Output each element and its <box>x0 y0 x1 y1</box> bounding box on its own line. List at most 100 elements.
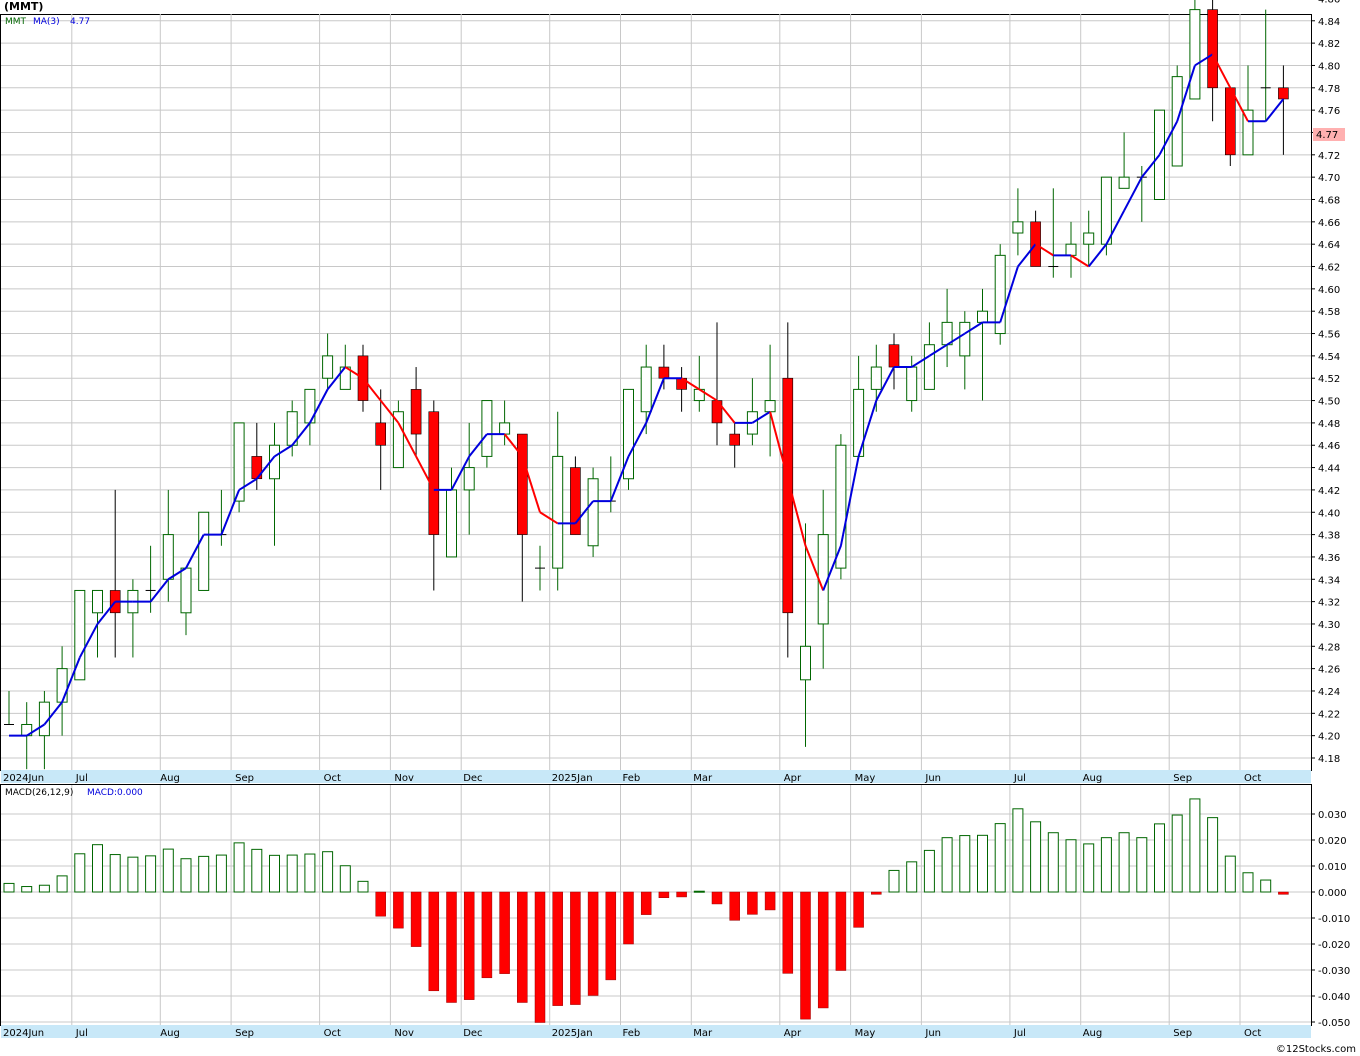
macd-x-tick-label: 2025Jan <box>552 1028 593 1039</box>
macd-bar-positive <box>1047 832 1059 893</box>
ma-segment <box>273 444 293 458</box>
ma-segment <box>609 456 630 502</box>
ma-segment <box>627 422 648 457</box>
ma-segment <box>875 366 895 402</box>
symbol-label: MMT <box>5 17 27 27</box>
macd-x-tick-label: Aug <box>1083 1028 1103 1039</box>
macd-panel-frame <box>0 784 1312 1026</box>
price-y-tick-label: 4.60 <box>1318 285 1340 296</box>
macd-x-axis: 2024Jun Jul Aug Sep Oct Nov Dec 2025Jan Feb Mar Ap… <box>3 1028 1261 1039</box>
macd-x-tick-label: Apr <box>784 1028 802 1039</box>
price-y-tick-label: 4.62 <box>1318 263 1340 274</box>
macd-bar-positive <box>1242 872 1254 893</box>
price-y-tick-label: 4.80 <box>1318 61 1340 72</box>
price-x-tick-label: May <box>855 773 876 784</box>
macd-bar-positive <box>38 884 50 893</box>
macd-panel: 2024Jun Jul Aug Sep Oct Nov Dec 2025Jan Feb Mar Ap… <box>0 784 1350 1039</box>
ma-segment <box>96 600 116 625</box>
macd-bar-negative <box>764 891 776 911</box>
macd-bar-positive <box>304 853 316 893</box>
macd-bar-positive <box>322 851 334 893</box>
price-x-tick-label: Aug <box>1083 773 1103 784</box>
price-x-tick-label: Feb <box>623 773 641 784</box>
ma-segment <box>574 500 594 525</box>
ma-segment <box>911 355 930 368</box>
macd-bar-positive <box>145 855 157 893</box>
ma-segment <box>61 657 81 703</box>
candle-body-down <box>1225 87 1236 156</box>
macd-value: MACD:0.000 <box>87 788 143 798</box>
candle-body-down <box>516 433 528 535</box>
candle-body-up <box>180 567 192 614</box>
macd-y-tick-label: 0.000 <box>1318 888 1347 899</box>
ma-segment <box>822 545 842 591</box>
candle-body-up <box>587 478 599 547</box>
ma-segment <box>1194 53 1214 67</box>
macd-bar-positive <box>1118 832 1130 893</box>
macd-y-tick-label: -0.010 <box>1318 914 1350 925</box>
ma-segment <box>857 400 878 457</box>
copyright-symbol: © <box>1275 1044 1286 1055</box>
ma-segment <box>415 455 435 491</box>
macd-y-tick-label: -0.020 <box>1318 940 1350 951</box>
macd-bar-positive <box>357 880 369 893</box>
macd-bar-negative <box>517 891 528 1003</box>
ma-segment <box>238 477 258 491</box>
candle-body-down <box>658 366 670 379</box>
ma-segment <box>1211 53 1232 89</box>
ma-segment <box>681 377 700 391</box>
ma-segment <box>539 511 559 525</box>
price-x-tick-label: Jun <box>924 773 941 784</box>
candle-body-up <box>1242 109 1254 156</box>
macd-bar-negative <box>534 891 546 1023</box>
macd-bar-positive <box>198 855 210 893</box>
price-y-tick-label: 4.26 <box>1318 665 1340 676</box>
candle-body-up <box>870 366 882 390</box>
chart-title: (MMT) <box>4 0 44 13</box>
ma-segment <box>645 377 665 424</box>
candle-body-up <box>322 355 334 379</box>
candle-body-up <box>74 589 86 681</box>
ma-segment <box>149 578 170 603</box>
candle-body-up <box>1189 9 1201 100</box>
price-y-tick-label: 4.42 <box>1318 486 1340 497</box>
macd-bar-positive <box>959 835 971 893</box>
price-y-tick-label: 4.20 <box>1318 732 1340 743</box>
macd-x-tick-label: Oct <box>324 1028 341 1039</box>
candle-body-up <box>233 422 245 502</box>
price-date-band <box>1 770 1311 783</box>
candle-body-down <box>428 411 440 535</box>
candle-body-up <box>640 366 652 413</box>
macd-bar-positive <box>923 849 935 893</box>
ma-segment <box>521 456 541 513</box>
macd-bar-positive <box>1012 808 1024 893</box>
candle-body-down <box>1207 9 1218 89</box>
candle-body-up <box>499 422 511 435</box>
price-y-tick-label: 4.46 <box>1318 441 1340 452</box>
macd-bar-positive <box>74 853 86 893</box>
macd-x-tick-label: Mar <box>693 1028 713 1039</box>
macd-bar-negative <box>800 891 811 1020</box>
macd-x-tick-label: Sep <box>235 1028 254 1039</box>
macd-bar-negative <box>747 891 758 915</box>
macd-bar-positive <box>977 834 988 893</box>
candle-body-down <box>570 467 581 535</box>
price-grid <box>1 14 1311 770</box>
macd-y-tick-label: 0.030 <box>1318 810 1347 821</box>
price-y-tick-label: 4.76 <box>1318 106 1340 117</box>
price-x-tick-label: Jul <box>1013 773 1026 784</box>
price-y-tick-label: 4.22 <box>1318 709 1340 720</box>
candle-body-up <box>977 310 988 323</box>
ma-segment <box>1123 176 1143 212</box>
macd-y-tick-label: -0.050 <box>1318 1018 1350 1029</box>
price-y-tick-label: 4.30 <box>1318 620 1340 631</box>
ma-segment <box>716 399 736 424</box>
candle-body-up <box>198 511 210 591</box>
macd-bar-negative <box>640 891 652 915</box>
macd-bar-positive <box>127 856 139 893</box>
macd-bar-positive <box>269 854 280 893</box>
candle-body-up <box>552 455 564 569</box>
candle-body-up <box>994 254 1006 335</box>
macd-bar-positive <box>233 842 245 893</box>
